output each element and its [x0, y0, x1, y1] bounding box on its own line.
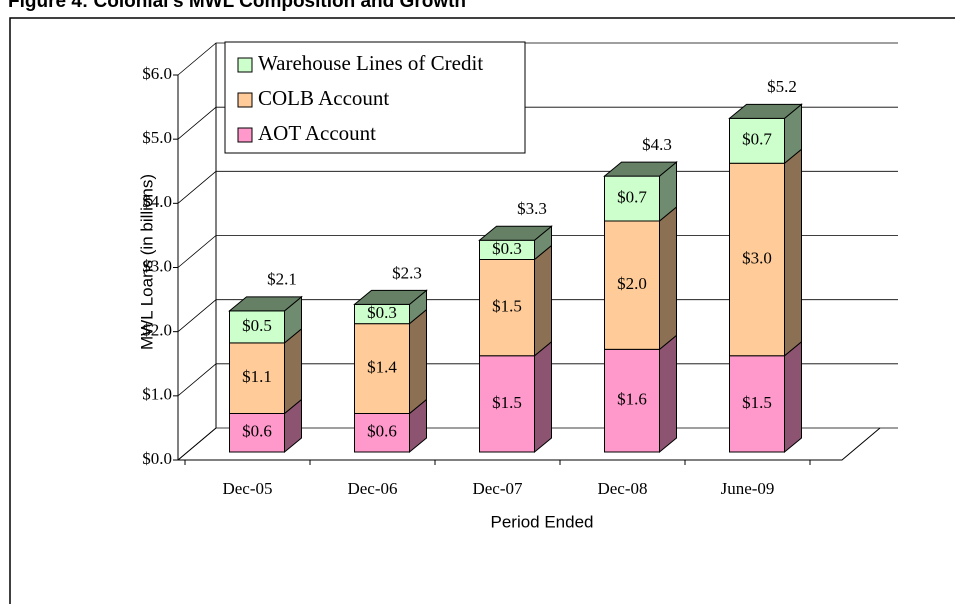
bar-top: [228, 296, 303, 312]
y-tick-label: $3.0: [142, 256, 172, 275]
bar-side: [784, 340, 802, 454]
bar-top: [603, 161, 678, 177]
value-label: $0.3: [492, 239, 522, 258]
bar-top: [728, 103, 803, 119]
y-tick-label: $2.0: [142, 321, 172, 340]
x-tick-label: Dec-07: [472, 479, 523, 498]
bar: [354, 413, 410, 453]
total-label: $3.3: [517, 199, 547, 218]
bar-side: [284, 327, 302, 415]
y-tick-label: $6.0: [142, 64, 172, 83]
value-label: $0.7: [617, 187, 647, 206]
value-label: $1.5: [492, 393, 522, 412]
chart-title: Figure 4: Colonial's MWL Composition and…: [8, 0, 466, 12]
legend-swatch: [237, 127, 253, 143]
y-tick-label: $5.0: [142, 128, 172, 147]
grid-line: [177, 42, 898, 76]
value-label: $2.0: [617, 274, 647, 293]
bar-top: [478, 225, 553, 241]
x-tick-label: Dec-08: [597, 479, 647, 498]
x-tick-label: Dec-05: [222, 479, 272, 498]
total-label: $5.2: [767, 77, 797, 96]
x-tick-label: June-09: [721, 479, 775, 498]
value-label: $1.5: [742, 393, 772, 412]
value-label: $0.6: [367, 422, 397, 441]
value-label: $0.6: [242, 422, 272, 441]
x-tick-label: Dec-06: [347, 479, 397, 498]
legend: [224, 41, 526, 154]
bar-side: [534, 244, 552, 357]
bar: [479, 355, 535, 453]
bar: [729, 355, 785, 453]
bar-side: [534, 340, 552, 454]
y-tick-label: $1.0: [142, 385, 172, 404]
total-label: $4.3: [642, 135, 672, 154]
y-tick-label: $0.0: [142, 449, 172, 468]
grid-line: [177, 106, 898, 140]
frame: [9, 17, 955, 604]
legend-label: COLB Account: [258, 86, 389, 110]
x-axis: [178, 427, 881, 461]
value-label: $0.7: [742, 130, 772, 149]
bar: [229, 413, 285, 453]
value-label: $0.5: [242, 316, 272, 335]
bar: [604, 348, 660, 453]
bar: [604, 175, 660, 222]
value-label: $1.1: [242, 367, 272, 386]
bar: [229, 310, 285, 344]
legend-label: Warehouse Lines of Credit: [258, 51, 483, 75]
bar: [354, 323, 410, 414]
value-label: $1.6: [617, 390, 647, 409]
value-label: $3.0: [742, 248, 772, 267]
bar: [479, 259, 535, 357]
value-label: $1.4: [367, 357, 397, 376]
bar-side: [784, 148, 802, 357]
legend-swatch: [237, 92, 253, 108]
legend-swatch: [237, 57, 253, 73]
value-label: $0.3: [367, 303, 397, 322]
y-axis-label: MWL Loans (in billions): [137, 174, 156, 350]
y-tick-label: $4.0: [142, 192, 172, 211]
value-label: $1.5: [492, 297, 522, 316]
total-label: $2.3: [392, 263, 422, 282]
bar: [729, 162, 785, 357]
bar-top: [353, 289, 428, 305]
x-axis-label: Period Ended: [490, 512, 593, 531]
total-label: $2.1: [267, 270, 297, 289]
legend-label: AOT Account: [258, 121, 376, 145]
bar-side: [659, 205, 677, 351]
bar: [729, 117, 785, 164]
bar-side: [659, 334, 677, 454]
bar: [604, 220, 660, 350]
bar-side: [409, 308, 427, 415]
